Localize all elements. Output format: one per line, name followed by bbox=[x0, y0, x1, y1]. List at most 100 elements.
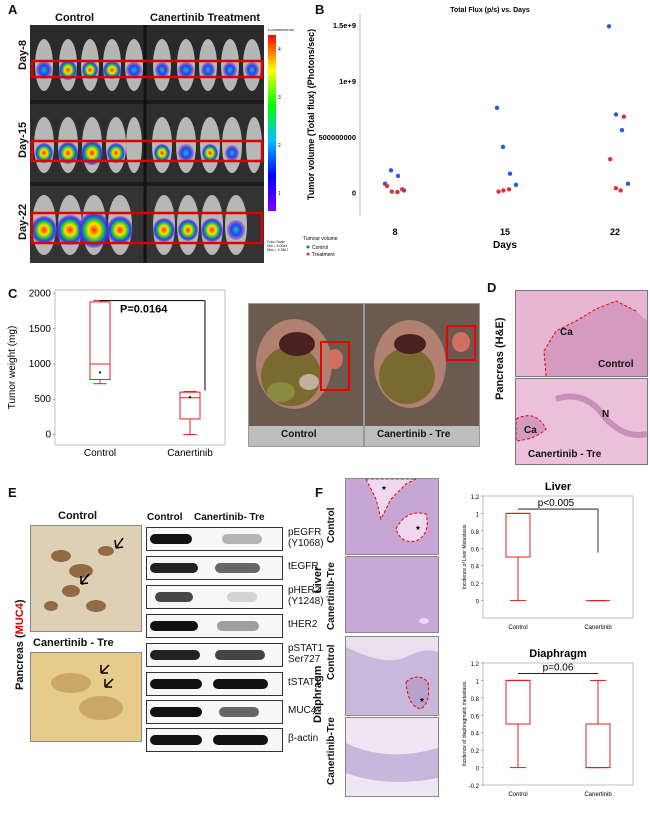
blot-row bbox=[146, 700, 283, 724]
plot-frame bbox=[482, 495, 634, 619]
he-control-image: Ca Control bbox=[515, 290, 648, 377]
scatter-point-control bbox=[613, 112, 619, 117]
ihc-side-suffix: ) bbox=[14, 599, 26, 604]
blot-band bbox=[150, 707, 202, 717]
chart-title: Total Flux (p/s) vs. Days bbox=[450, 7, 530, 14]
f-liver-side-label: Liver bbox=[312, 566, 324, 593]
x-tick-label: 15 bbox=[500, 227, 510, 237]
ihc-title-control: Control bbox=[58, 510, 98, 522]
bli-image-grid bbox=[30, 25, 264, 263]
f-diaphragm-side-label: Diaphragm bbox=[312, 665, 324, 723]
scatter-point-control bbox=[507, 171, 513, 176]
blot-row bbox=[146, 556, 283, 580]
blot-row bbox=[146, 614, 283, 638]
panel-letter-e: E bbox=[8, 485, 17, 500]
scatter-point-control bbox=[625, 181, 631, 186]
blot-label: pSTAT1 Ser727 bbox=[288, 643, 324, 665]
blot-row bbox=[146, 643, 283, 667]
bli-mice-svg bbox=[30, 25, 264, 263]
necropsy-photo-control: Control bbox=[248, 303, 364, 447]
y-axis-label: Incidence of Liver Metastasis bbox=[462, 524, 468, 589]
y-tick-label: 0.6 bbox=[471, 714, 480, 720]
blot-band bbox=[213, 679, 268, 689]
y-tick-label: 1 bbox=[476, 679, 480, 685]
blot-label: tSTAT1 bbox=[288, 677, 321, 688]
ihc-side-prefix: Pancreas ( bbox=[14, 634, 26, 690]
blot-row bbox=[146, 527, 283, 551]
panel-letter-c: C bbox=[8, 286, 18, 301]
scatter-point-treatment bbox=[389, 189, 394, 194]
plot-frame bbox=[482, 662, 634, 786]
scatter-point-treatment bbox=[621, 114, 626, 119]
x-tick-label: Control bbox=[84, 448, 116, 459]
diaphragm-control-image: * bbox=[345, 636, 439, 716]
colorbar-gradient bbox=[268, 35, 276, 211]
d-ylabel: Pancreas (H&E) bbox=[494, 317, 506, 400]
y-tick-label: 0.6 bbox=[471, 547, 480, 553]
scatter-point-treatment bbox=[400, 187, 405, 192]
blot-band bbox=[215, 563, 260, 573]
x-tick-label: Control bbox=[508, 792, 527, 798]
flux-scatter-chart: Total Flux (p/s) vs. Days 0 500000000 1e+9 1… bbox=[303, 7, 631, 258]
f-liver-control-label: Control bbox=[326, 507, 337, 543]
svg-text:*: * bbox=[416, 525, 420, 536]
luminescence-colorbar: Luminescence 4 3 2 1 Color Scale Min = 5… bbox=[266, 25, 294, 263]
blot-label: tEGFR bbox=[288, 561, 319, 572]
colorbar-title: Luminescence bbox=[268, 27, 294, 32]
blot-band bbox=[217, 621, 259, 631]
colorbar-tick: 2 bbox=[278, 143, 281, 149]
pvalue-label: P=0.0164 bbox=[120, 304, 168, 316]
x-axis-label: Days bbox=[493, 240, 517, 251]
scatter-point-treatment bbox=[384, 183, 390, 189]
scatter-point-control bbox=[494, 105, 500, 111]
y-tick-label: 0 bbox=[476, 600, 480, 606]
y-tick-label: 0.8 bbox=[471, 697, 480, 703]
blot-band bbox=[227, 592, 257, 602]
y-tick-label: 2000 bbox=[29, 289, 52, 300]
blot-label: pEGFR (Y1068) bbox=[288, 527, 324, 549]
blot-row bbox=[146, 672, 283, 696]
y-tick-label: 1.2 bbox=[471, 662, 480, 668]
y-axis-label: Tumor volume (Total flux) (Photons/sec) bbox=[306, 29, 316, 200]
y-tick-label: 0.8 bbox=[471, 530, 480, 536]
box-iqr bbox=[505, 679, 531, 725]
y-tick-label: 1000 bbox=[29, 359, 52, 370]
y-tick-label: 0 bbox=[352, 189, 356, 198]
y-tick-label: 0 bbox=[476, 767, 480, 773]
pvalue-label: p<0.005 bbox=[538, 498, 575, 509]
y-axis-label: Incidence of diaphragmatic metastasis bbox=[462, 681, 468, 767]
col-label-control: Control bbox=[55, 12, 95, 24]
photo-label-treatment: Canertinib - Tre bbox=[377, 429, 451, 440]
scatter-point-treatment bbox=[496, 189, 501, 194]
blot-label: tHER2 bbox=[288, 619, 318, 630]
scatter-point-control bbox=[500, 144, 506, 150]
legend-marker bbox=[306, 252, 310, 256]
f-diaphragm-control-label: Control bbox=[326, 644, 337, 680]
y-tick-label: 0.2 bbox=[471, 749, 480, 755]
box-mean bbox=[98, 371, 102, 374]
colorbar-scale-text: Color Scale Min = 5.00e4 Max = 2.38e7 bbox=[267, 240, 289, 252]
liver-metastasis-boxplot: Liver 0 0.2 0.4 0.6 0.8 1 1.2 Control Canertinib I… bbox=[462, 481, 634, 631]
x-tick-label: 22 bbox=[610, 227, 620, 237]
pvalue-label: p=0.06 bbox=[543, 662, 574, 673]
blot-label: pHER2 (Y1248) bbox=[288, 585, 324, 607]
blot-col-control: Control bbox=[147, 512, 183, 523]
photo-label-control: Control bbox=[281, 429, 317, 440]
blot-label: β-actin bbox=[288, 733, 319, 744]
blot-col-treatment: Canertinib- Tre bbox=[194, 512, 265, 523]
legend-marker bbox=[306, 245, 310, 249]
ihc-side-label: Pancreas (MUC4) bbox=[14, 600, 26, 691]
chart-title: Diaphragm bbox=[529, 648, 587, 660]
chart-title: Liver bbox=[545, 481, 572, 493]
col-label-treatment: Canertinib Treatment bbox=[150, 12, 261, 24]
row-label-day15: Day-15 bbox=[17, 121, 29, 158]
necropsy-photo-treatment: Canertinib - Tre bbox=[364, 303, 480, 447]
box-iqr bbox=[505, 512, 531, 558]
liver-control-image: * * bbox=[345, 478, 439, 555]
x-tick-label: Canertinib bbox=[584, 625, 612, 631]
scatter-point-treatment bbox=[618, 188, 623, 193]
scatter-point-treatment bbox=[608, 156, 613, 162]
blot-band bbox=[150, 735, 202, 745]
blot-band bbox=[215, 650, 265, 660]
y-tick-label: 0.4 bbox=[471, 732, 480, 738]
